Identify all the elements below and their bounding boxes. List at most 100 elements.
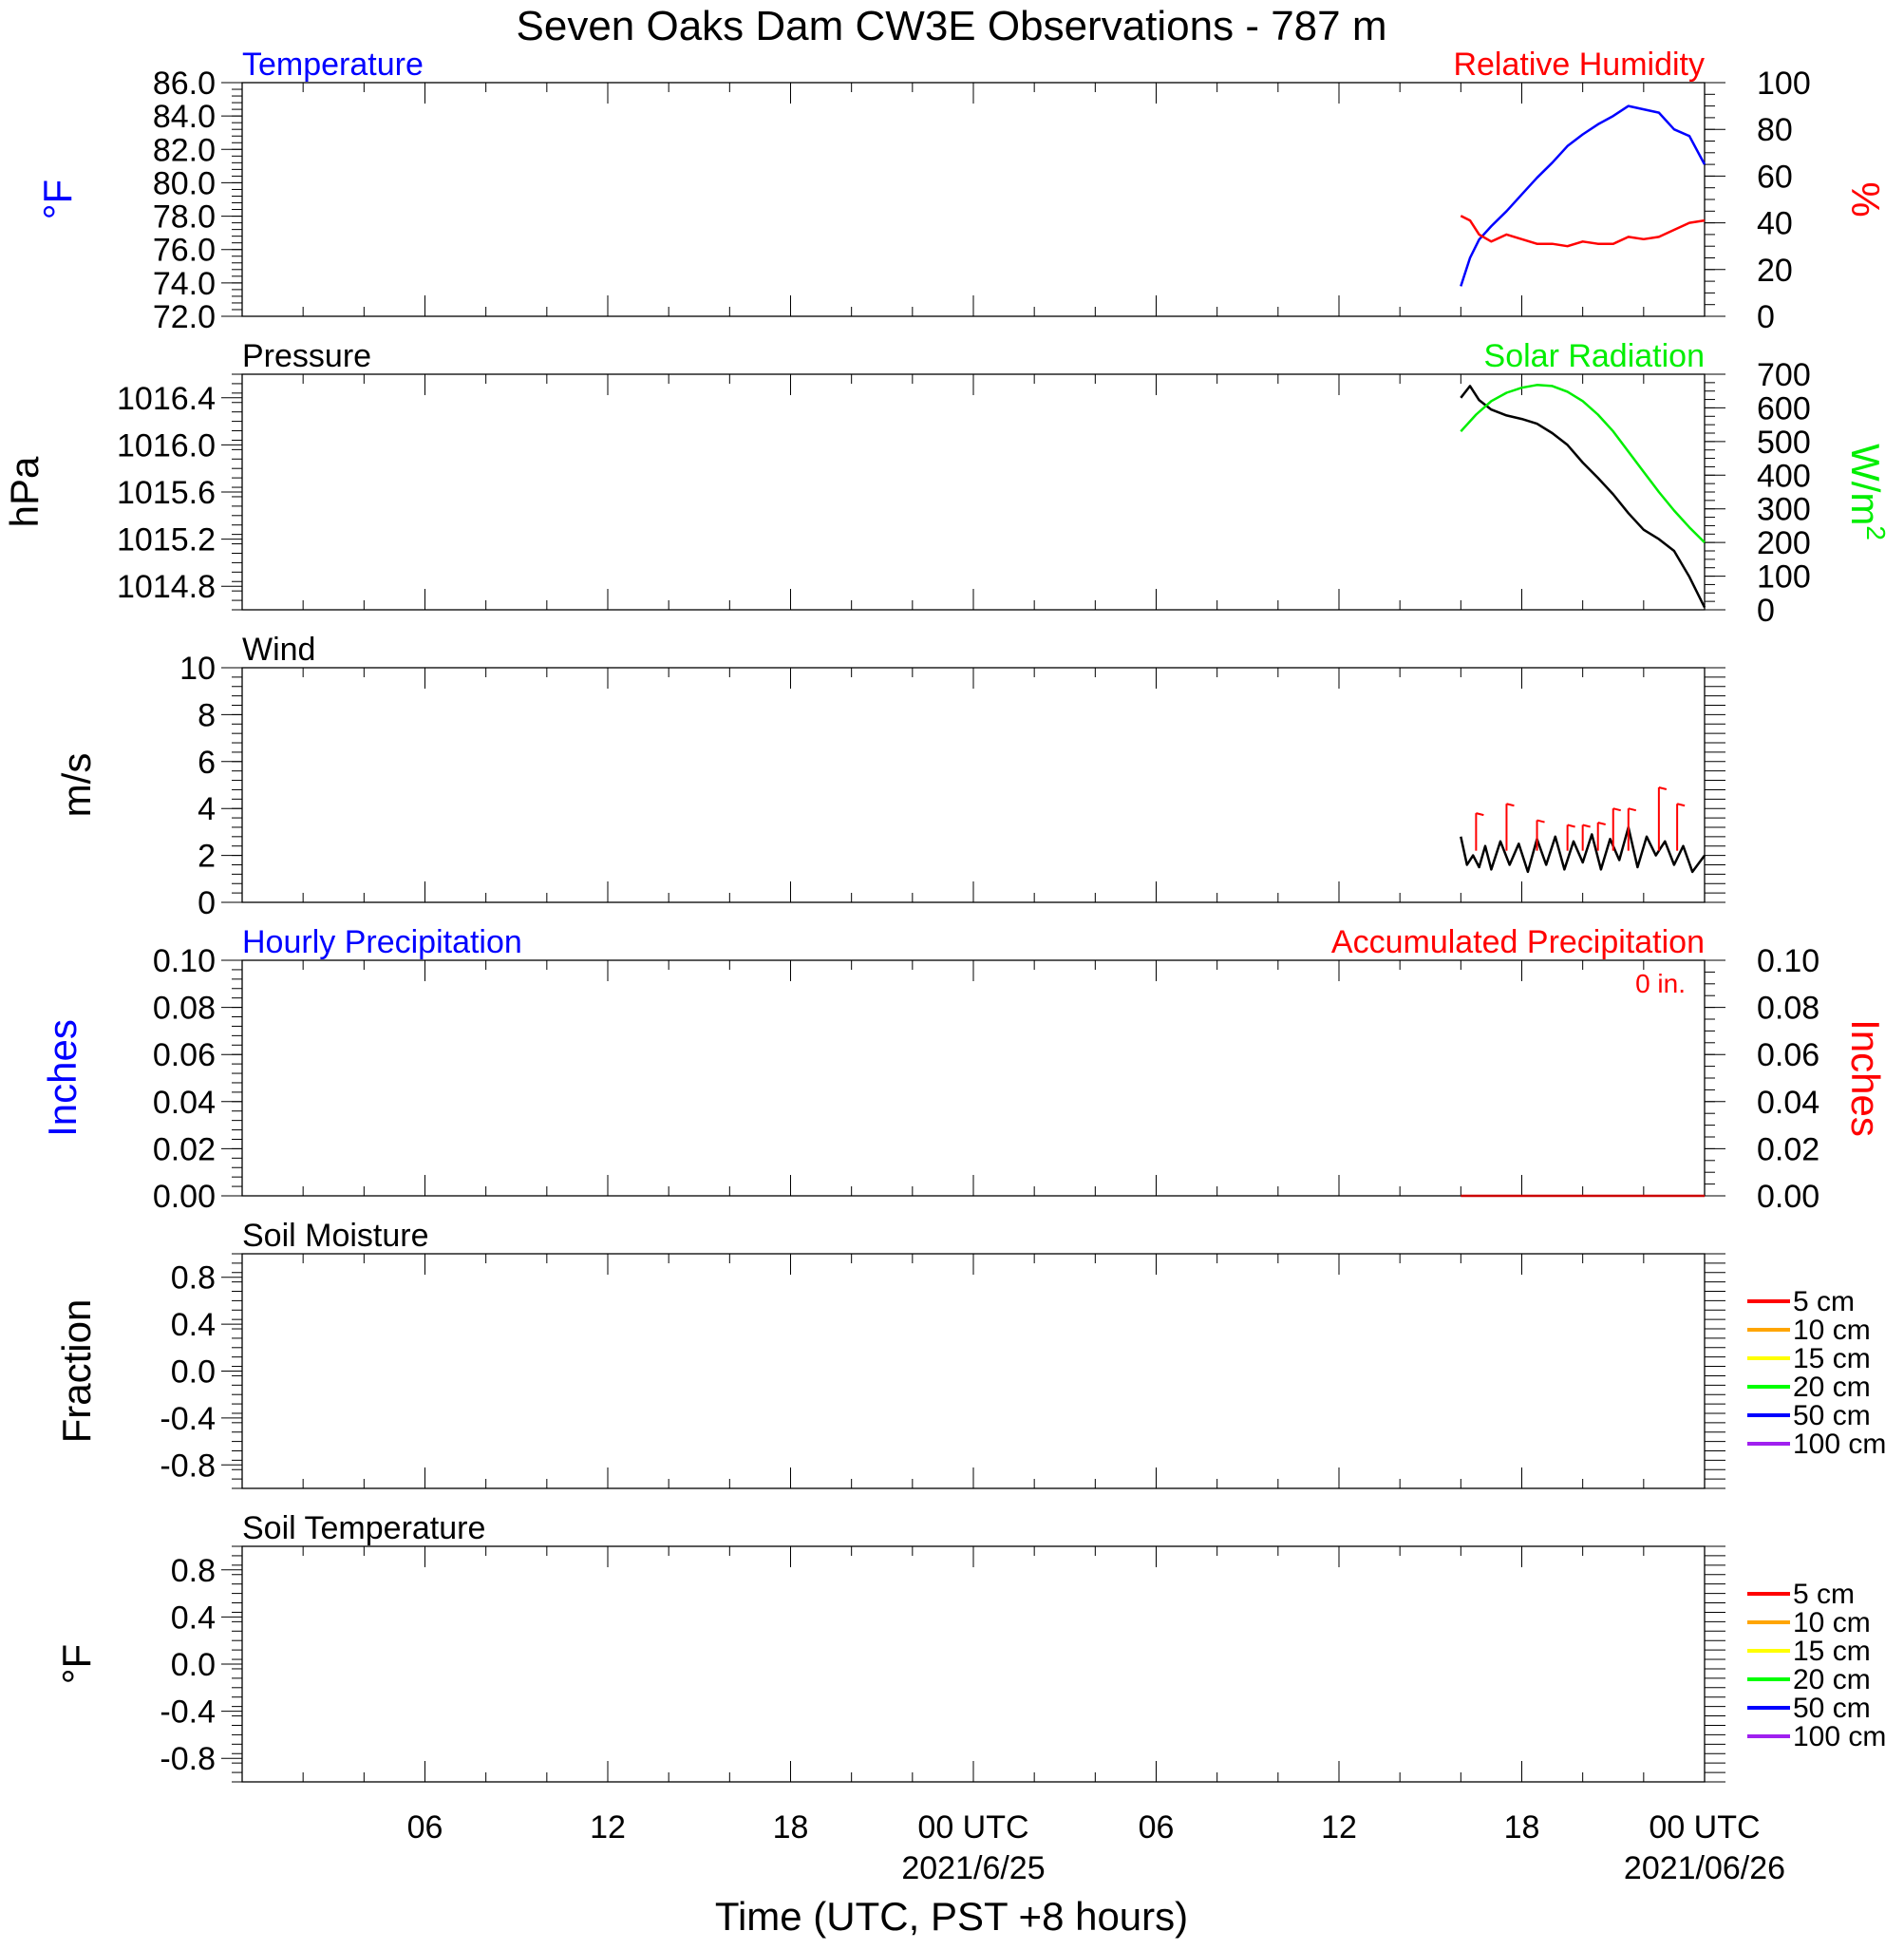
wind-barb-flag: [1567, 824, 1575, 828]
x-date-label: 2021/6/25: [901, 1850, 1045, 1886]
y-left-tick-label: 0.0: [171, 1354, 216, 1391]
panel-left-title: Soil Temperature: [242, 1510, 485, 1546]
series-temperature: [1460, 104, 1706, 287]
y-left-tick-label: 78.0: [153, 199, 216, 236]
y-left-tick-label: 82.0: [153, 132, 216, 168]
wind-barb-flag: [1597, 822, 1606, 825]
y-left-tick-label: 10: [179, 651, 216, 687]
wind-barb-flag: [1658, 786, 1668, 790]
y-left-tick-label: 0.8: [171, 1553, 216, 1589]
y-right-tick-label: 100: [1757, 66, 1811, 102]
y-left-tick-label: 0.8: [171, 1260, 216, 1297]
y-right-tick-label: 0.02: [1757, 1131, 1819, 1167]
y-left-tick-label: 6: [198, 745, 216, 781]
y-right-tick-label: 20: [1757, 253, 1793, 289]
y-left-tick-label: 0.06: [153, 1037, 216, 1073]
y-left-tick-label: 72.0: [153, 299, 216, 335]
series-solar-radiation: [1460, 384, 1706, 543]
y-right-tick-label: 200: [1757, 525, 1811, 561]
panel-precipitation: 0.10 0.08 0.06 0.04 0.02 0.00 0.10 0.08 0.06 0.04…: [40, 924, 1888, 1215]
x-tick-label: 12: [1321, 1809, 1357, 1846]
time-axis-label: Time (UTC, PST +8 hours): [715, 1894, 1188, 1939]
x-tick-label: 18: [773, 1809, 809, 1846]
y-left-tick-label: 0.4: [171, 1600, 216, 1636]
y-left-tick-label: 1016.0: [117, 427, 216, 464]
panel-right-title: Relative Humidity: [1453, 47, 1705, 83]
wind-barb-flag: [1506, 803, 1515, 807]
y-right-tick-label: 40: [1757, 206, 1793, 242]
x-tick-label: 12: [590, 1809, 626, 1846]
wind-barb-flag: [1612, 807, 1621, 812]
y-right-axis-label: Inches: [1843, 1019, 1888, 1137]
y-left-tick-label: 1014.8: [117, 569, 216, 605]
legend-label: 15 cm: [1793, 1636, 1871, 1667]
y-left-tick-label: 0.08: [153, 991, 216, 1027]
y-left-tick-label: 4: [198, 791, 216, 827]
panel-temperature-humidity: 86.084.082.080.078.076.074.072.0 100 80 60 4…: [35, 47, 1888, 335]
y-right-tick-label: 60: [1757, 159, 1793, 195]
legend-label: 5 cm: [1793, 1579, 1855, 1610]
plot-frame: [241, 1253, 1706, 1489]
panel-left-title: Soil Moisture: [242, 1218, 429, 1254]
panel-right-title: Solar Radiation: [1484, 338, 1705, 374]
y-left-tick-label: 8: [198, 697, 216, 733]
x-tick-label: 06: [1139, 1809, 1175, 1846]
y-right-tick-label: 0.04: [1757, 1085, 1819, 1121]
y-right-tick-label: 0: [1757, 593, 1775, 629]
legend-label: 100 cm: [1793, 1721, 1886, 1752]
wind-barb-flag: [1676, 803, 1686, 807]
legend-label: 5 cm: [1793, 1286, 1855, 1317]
accumulated-total-label: 0 in.: [1635, 969, 1686, 998]
y-right-axis-label: W/m2: [1843, 444, 1891, 540]
wind-barb-flag: [1628, 807, 1637, 812]
y-left-tick-label: 2: [198, 839, 216, 875]
y-left-axis-label: °F: [35, 180, 80, 219]
y-left-tick-label: 0.4: [171, 1307, 216, 1343]
chart-panels: 86.084.082.080.078.076.074.072.010080604…: [2, 47, 1891, 1783]
y-left-axis-label: °F: [54, 1644, 99, 1684]
panel-left-title: Wind: [242, 632, 315, 668]
x-date-label: 2021/06/26: [1624, 1850, 1785, 1886]
y-right-axis-label: %: [1843, 181, 1888, 217]
y-left-tick-label: 1016.4: [117, 381, 216, 417]
wind-barb-flag: [1536, 819, 1545, 824]
y-right-tick-label: 400: [1757, 458, 1811, 494]
y-left-tick-label: 84.0: [153, 99, 216, 135]
y-left-tick-label: 0.04: [153, 1085, 216, 1121]
legend-label: 20 cm: [1793, 1372, 1871, 1403]
y-right-tick-label: 0: [1757, 299, 1775, 335]
legend-label: 10 cm: [1793, 1607, 1871, 1638]
legend-label: 100 cm: [1793, 1429, 1886, 1460]
panel-left-title: Hourly Precipitation: [242, 924, 522, 960]
plot-frame: [241, 667, 1706, 903]
x-tick-label: 00 UTC: [1649, 1809, 1760, 1846]
y-left-tick-label: 0.00: [153, 1179, 216, 1215]
y-right-tick-label: 0.06: [1757, 1037, 1819, 1073]
legend-label: 15 cm: [1793, 1343, 1871, 1374]
y-left-axis-label: m/s: [54, 753, 99, 818]
y-right-tick-label: 500: [1757, 425, 1811, 461]
plot-frame: [241, 82, 1706, 317]
panel-left-title: Pressure: [242, 338, 371, 374]
y-right-tick-label: 300: [1757, 492, 1811, 528]
y-right-tick-label: 0.00: [1757, 1179, 1819, 1215]
y-left-tick-label: 86.0: [153, 66, 216, 102]
y-left-tick-label: 80.0: [153, 165, 216, 201]
plot-frame: [241, 1545, 1706, 1783]
y-right-tick-label: 0.08: [1757, 991, 1819, 1027]
y-left-tick-label: 76.0: [153, 233, 216, 269]
x-tick-label: 18: [1504, 1809, 1540, 1846]
y-right-tick-label: 100: [1757, 559, 1811, 596]
series-wind-speed: [1460, 825, 1706, 874]
panel-pressure-solar: 1016.4 1016.0 1015.6 1015.2 1014.8 7006005004…: [2, 338, 1891, 629]
x-tick-label: 00 UTC: [917, 1809, 1028, 1846]
y-left-tick-label: 1015.6: [117, 475, 216, 511]
y-right-tick-label: 80: [1757, 112, 1793, 148]
legend-label: 20 cm: [1793, 1664, 1871, 1695]
y-left-axis-label: Inches: [40, 1019, 85, 1137]
y-left-axis-label: Fraction: [54, 1299, 99, 1444]
y-left-tick-label: -0.4: [160, 1401, 216, 1437]
panel-wind: 10 8 6 4 2 0 Wind m/s: [54, 632, 1725, 921]
